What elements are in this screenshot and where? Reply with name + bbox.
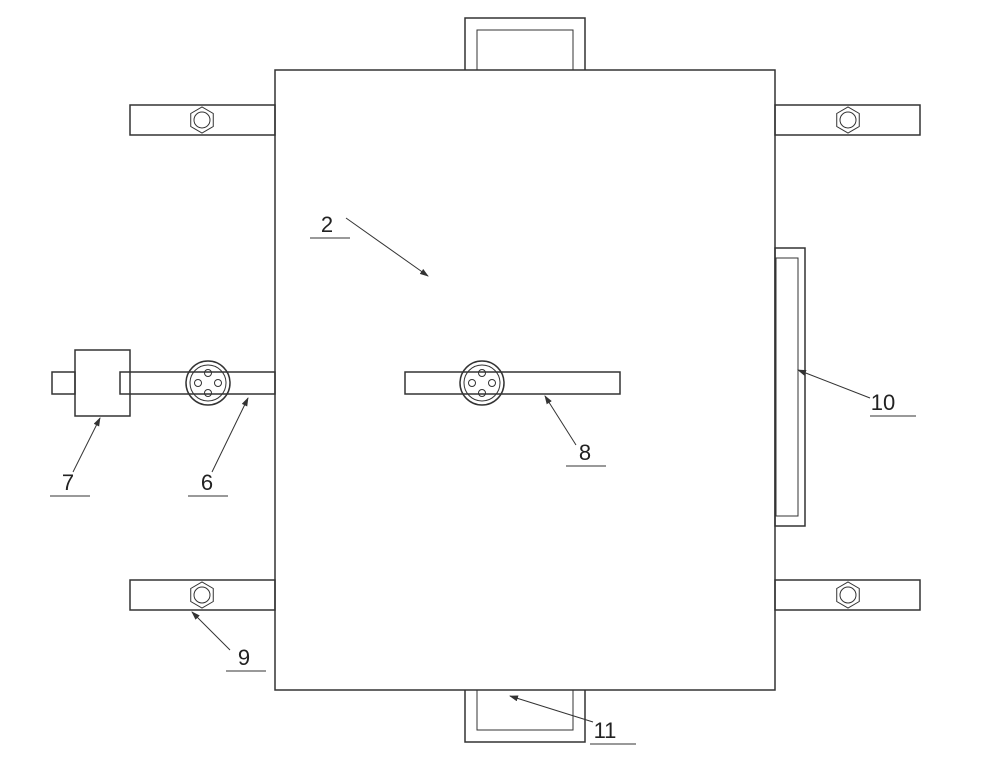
callout-11-leader <box>510 696 593 722</box>
callout-2-label: 2 <box>321 212 333 237</box>
callout-7-leader <box>73 418 100 472</box>
right-panel-inner <box>776 258 798 516</box>
callout-6-leader <box>212 398 248 472</box>
motor-body <box>75 350 130 416</box>
callout-8-label: 8 <box>579 440 591 465</box>
callout-2-leader <box>346 218 428 276</box>
callout-8-leader <box>545 396 576 445</box>
bracket-bottom-left <box>130 580 275 610</box>
callout-10-label: 10 <box>871 390 895 415</box>
bottom-handle <box>465 690 585 742</box>
callout-7-label: 7 <box>62 470 74 495</box>
diagram-canvas: 2 6 7 8 9 10 11 <box>0 0 1000 771</box>
right-panel-outer <box>775 248 805 526</box>
motor-stub <box>52 372 75 394</box>
callout-6-label: 6 <box>201 470 213 495</box>
bracket-bottom-right <box>775 580 920 610</box>
callout-9-leader <box>192 612 230 650</box>
bracket-top-left <box>130 105 275 135</box>
callout-9-label: 9 <box>238 645 250 670</box>
main-box <box>275 70 775 690</box>
center-shaft <box>405 372 620 394</box>
callout-10-leader <box>798 370 870 398</box>
left-shaft <box>120 372 275 394</box>
top-handle <box>465 18 585 70</box>
bracket-top-right <box>775 105 920 135</box>
callout-11-label: 11 <box>594 718 617 743</box>
